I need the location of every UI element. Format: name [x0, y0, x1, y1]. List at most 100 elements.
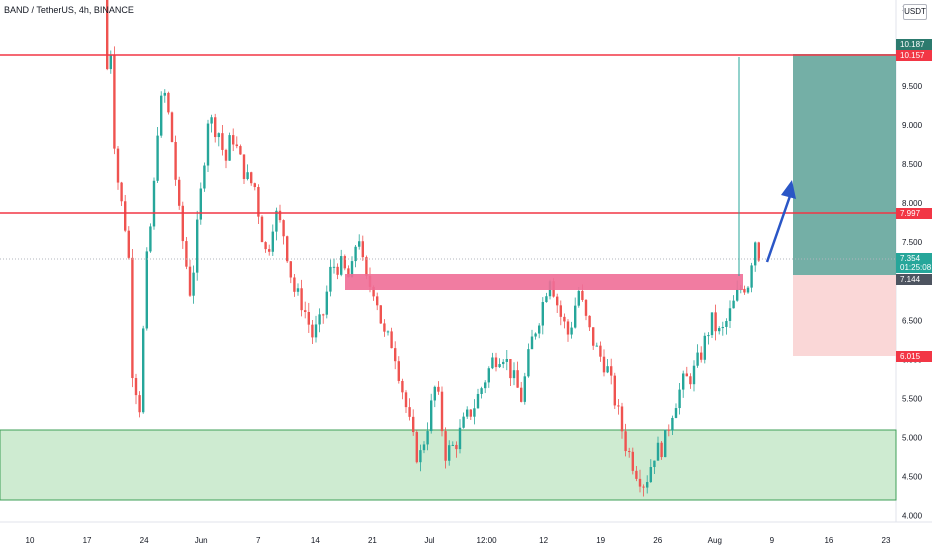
candle-body	[610, 366, 613, 376]
loss-zone[interactable]	[793, 275, 896, 356]
candle-body	[271, 231, 274, 252]
candle-body	[397, 361, 400, 381]
candle-body	[660, 442, 663, 458]
candle-body	[692, 365, 696, 385]
time-axis[interactable]: 10 17 24 Jun 7 14 21 Jul 12:00 12 19 26 Aug 9 16 23	[26, 536, 891, 545]
target-price-tag: 10.187	[900, 40, 925, 49]
candle-body	[757, 242, 760, 261]
candle-body	[700, 352, 703, 360]
projection-arrow[interactable]	[765, 195, 792, 263]
last-price-tag-bg	[896, 253, 932, 273]
candle-body	[232, 135, 235, 145]
candle-body	[390, 331, 393, 349]
candle-body	[649, 467, 652, 483]
candle-body	[260, 216, 264, 243]
neckline-box[interactable]	[345, 274, 743, 290]
candle-body	[174, 141, 177, 180]
candle-body	[595, 345, 598, 347]
candle-body	[131, 257, 134, 379]
target-tag-bg	[896, 39, 932, 50]
candle-body	[620, 406, 624, 432]
candle-body	[538, 325, 541, 334]
currency-label[interactable]: USDT	[903, 4, 927, 20]
candle-body	[340, 256, 343, 275]
countdown-tag: 01:25:08	[900, 263, 932, 272]
candle-body	[134, 378, 138, 396]
candle-body	[480, 388, 483, 394]
candle-body	[624, 431, 627, 452]
candle-body	[545, 296, 548, 303]
time-tick-label: 24	[140, 536, 149, 545]
time-tick-label: 14	[311, 536, 320, 545]
candle-body	[581, 290, 584, 300]
candle-body	[667, 429, 670, 431]
candle-body	[494, 357, 498, 368]
candle-body	[196, 219, 199, 273]
candle-body	[116, 148, 120, 183]
candle-body	[350, 261, 354, 278]
candle-body	[448, 445, 451, 461]
candle-body	[242, 154, 246, 179]
support-zone[interactable]	[0, 429, 897, 501]
candle-body	[631, 451, 634, 471]
candle-body	[325, 291, 328, 315]
candle-body	[728, 308, 732, 321]
candle-body	[516, 370, 519, 388]
candle-body	[743, 288, 746, 293]
candle-body	[286, 236, 289, 262]
candle-body	[642, 486, 645, 488]
candle-body	[599, 345, 602, 357]
candle-body	[329, 266, 332, 292]
candle-body	[754, 242, 757, 266]
candle-body	[170, 112, 174, 142]
candle-body	[376, 296, 379, 306]
time-tick-label: Aug	[708, 536, 722, 545]
candle-body	[685, 373, 688, 377]
candle-body	[721, 326, 724, 329]
time-tick-label: Jun	[195, 536, 208, 545]
candle-body	[120, 182, 123, 202]
candle-body	[314, 324, 318, 338]
candle-body	[156, 135, 159, 181]
candle-body	[466, 409, 469, 417]
candle-body	[653, 460, 656, 468]
candle-body	[520, 387, 523, 402]
candle-body	[228, 135, 231, 161]
time-tick-label: 9	[770, 536, 775, 545]
price-tick-label: 8.500	[902, 160, 923, 169]
candle-body	[167, 92, 170, 113]
time-tick-label: Jul	[424, 536, 434, 545]
candle-body	[527, 349, 530, 377]
candle-body	[253, 183, 256, 188]
candle-body	[732, 300, 735, 309]
symbol-title[interactable]: BAND / TetherUS, 4h, BINANCE	[4, 5, 134, 15]
candle-body	[138, 395, 141, 413]
candle-body	[617, 405, 620, 407]
candle-body	[203, 165, 206, 189]
candle-body	[570, 327, 573, 335]
candle-body	[412, 416, 415, 433]
price-tick-label: 5.000	[902, 434, 923, 443]
candle-body	[322, 314, 325, 316]
candle-body	[221, 133, 224, 150]
candle-body	[257, 187, 260, 217]
price-tick-label: 9.000	[902, 121, 923, 130]
candle-body	[394, 348, 397, 362]
candle-body	[246, 172, 249, 179]
profit-zone[interactable]	[793, 54, 896, 275]
candle-body	[318, 314, 321, 325]
time-tick-label: 12	[539, 536, 548, 545]
candle-body	[498, 364, 501, 368]
price-tick-label: 4.500	[902, 473, 923, 482]
candle-body	[300, 288, 303, 311]
candle-body	[664, 429, 667, 458]
entry-price-tag: 7.144	[900, 275, 921, 284]
time-tick-label: 23	[882, 536, 891, 545]
candle-body	[415, 432, 418, 463]
candle-body	[372, 286, 375, 297]
mid-resistance-tag-bg	[896, 208, 932, 219]
candle-body	[628, 451, 631, 453]
candle-body	[451, 444, 454, 446]
